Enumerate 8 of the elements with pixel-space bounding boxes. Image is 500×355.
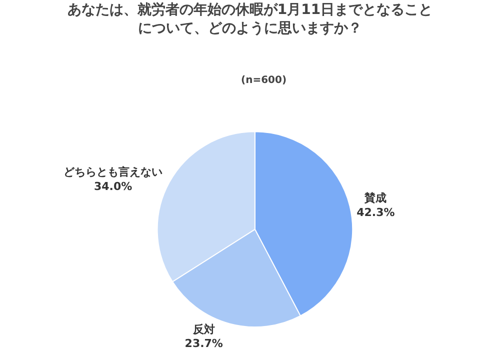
data-label: 42.3% <box>356 206 395 219</box>
slice-label: 賛成 <box>364 192 387 205</box>
data-label: 23.7% <box>184 337 223 350</box>
slice-label: 反対 <box>192 322 215 336</box>
chart-title: あなたは、就労者の年始の休暇が1月11日までとなることについて、どのように思いますか？ <box>67 2 433 36</box>
data-label: 34.0% <box>94 180 132 193</box>
chart-subtitle: (n=600) <box>241 75 287 86</box>
slice-label: どちらとも言えない <box>64 165 163 178</box>
